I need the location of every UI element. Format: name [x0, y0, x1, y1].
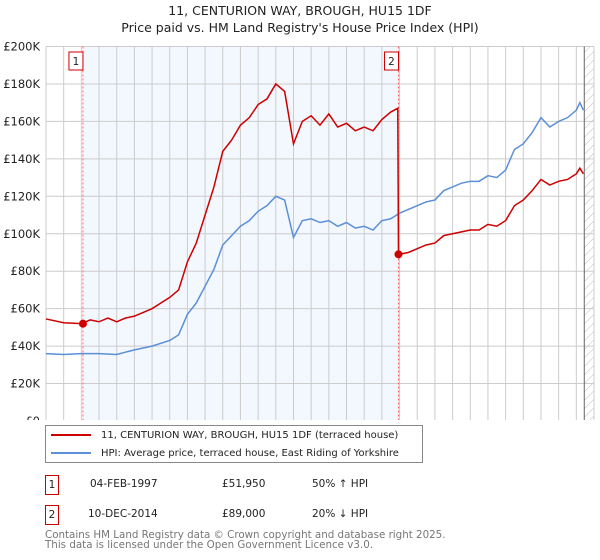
title-line: 11, CENTURION WAY, BROUGH, HU15 1DF	[168, 3, 432, 18]
sale-point	[78, 319, 87, 328]
series-line	[45, 82, 585, 325]
series-line	[45, 100, 585, 356]
y-tick-label: £120K	[3, 189, 40, 203]
legend-item-property: 11, CENTURION WAY, BROUGH, HU15 1DF (ter…	[51, 427, 398, 443]
footer-line: This data is licensed under the Open Gov…	[45, 539, 374, 551]
chart: 1995199619971998199920002001200220032004…	[3, 40, 595, 420]
footer-line: Contains HM Land Registry data © Crown c…	[45, 529, 446, 541]
legend-swatch-red	[51, 434, 91, 436]
legend-item-hpi: HPI: Average price, terraced house, East…	[51, 445, 399, 461]
transaction-date: 10-DEC-2014	[88, 508, 158, 520]
transaction-number: 2	[45, 505, 59, 525]
sale-label: 1	[73, 56, 80, 68]
y-tick-label: £140K	[3, 152, 40, 166]
transaction-hpi: 50% ↑ HPI	[312, 478, 369, 490]
chart-title: 11, CENTURION WAY, BROUGH, HU15 1DF Price…	[0, 2, 600, 36]
y-tick-label: £180K	[3, 77, 40, 91]
y-tick-label: £200K	[3, 40, 40, 54]
y-tick-label: £160K	[3, 114, 40, 128]
sale-label-box	[383, 51, 399, 71]
y-tick-label: £100K	[3, 227, 40, 241]
subtitle-line: Price paid vs. HM Land Registry's House …	[121, 20, 479, 35]
sale-label-box	[68, 51, 84, 71]
transaction-price: £51,950	[222, 478, 266, 490]
y-tick-label: £20K	[11, 377, 41, 391]
y-tick-label: £40K	[11, 339, 41, 353]
transaction-price: £89,000	[222, 508, 266, 520]
y-tick-label: £0	[25, 414, 40, 420]
legend-label: 11, CENTURION WAY, BROUGH, HU15 1DF (ter…	[101, 429, 399, 441]
transaction-hpi: 20% ↓ HPI	[312, 508, 369, 520]
sale-label: 2	[388, 56, 395, 68]
legend: 11, CENTURION WAY, BROUGH, HU15 1DF (ter…	[45, 425, 423, 463]
legend-label: HPI: Average price, terraced house, East…	[101, 447, 399, 459]
legend-swatch-blue	[51, 452, 91, 454]
footer: Contains HM Land Registry data © Crown c…	[45, 530, 446, 550]
y-tick-label: £80K	[11, 264, 41, 278]
sale-point	[394, 250, 403, 259]
transaction-date: 04-FEB-1997	[90, 478, 158, 490]
transaction-number: 1	[45, 475, 59, 495]
y-tick-label: £60K	[11, 302, 41, 316]
